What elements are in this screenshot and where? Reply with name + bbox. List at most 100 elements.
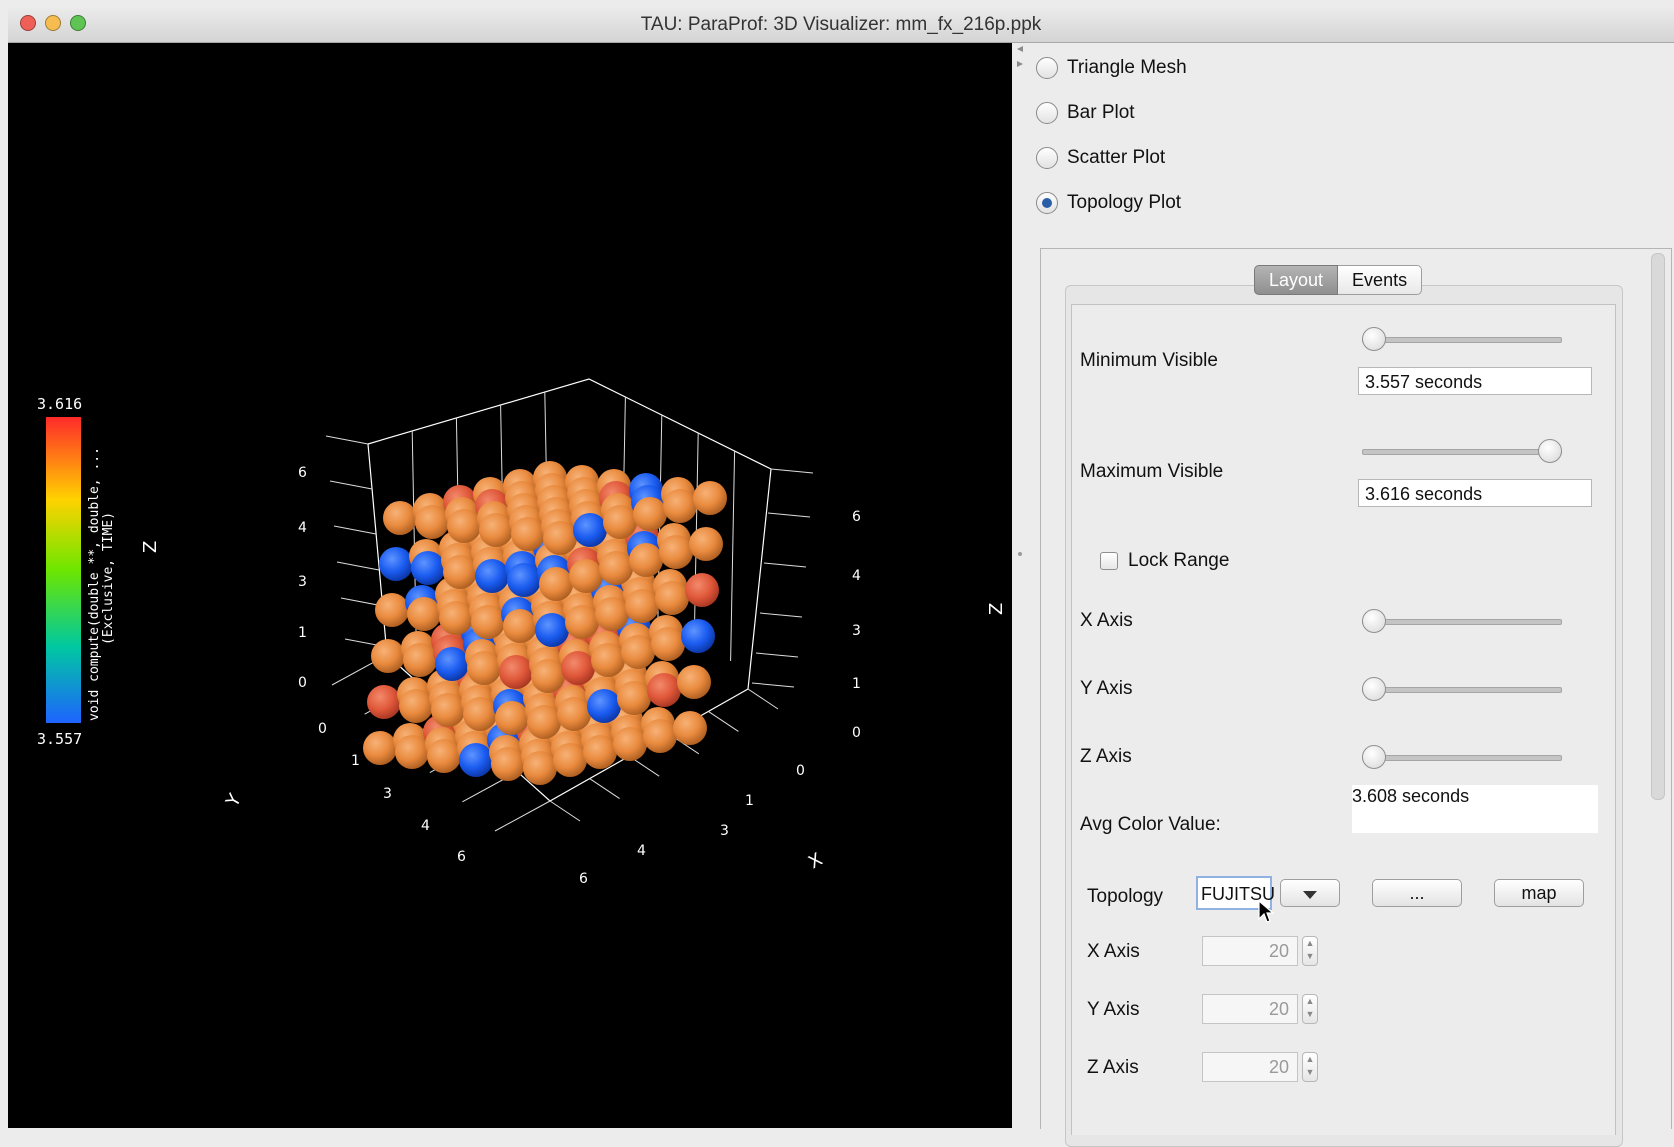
node-sphere[interactable] bbox=[663, 489, 697, 523]
node-sphere[interactable] bbox=[659, 535, 693, 569]
radio-triangle-mesh[interactable]: Triangle Mesh bbox=[1036, 53, 1187, 83]
min-visible-field[interactable]: 3.557 seconds bbox=[1358, 367, 1592, 395]
node-sphere[interactable] bbox=[557, 697, 591, 731]
node-sphere[interactable] bbox=[447, 509, 481, 543]
node-sphere[interactable] bbox=[523, 751, 557, 785]
node-sphere[interactable] bbox=[595, 597, 629, 631]
radio-bar-plot[interactable]: Bar Plot bbox=[1036, 98, 1135, 128]
node-sphere[interactable] bbox=[651, 627, 685, 661]
node-sphere[interactable] bbox=[459, 743, 493, 777]
node-sphere[interactable] bbox=[677, 665, 711, 699]
slider-knob[interactable] bbox=[1362, 609, 1386, 633]
node-sphere[interactable] bbox=[367, 685, 401, 719]
node-sphere[interactable] bbox=[363, 731, 397, 765]
radio-topology-plot[interactable]: Topology Plot bbox=[1036, 188, 1181, 218]
radio-button[interactable] bbox=[1036, 147, 1058, 169]
min-visible-slider[interactable] bbox=[1362, 327, 1562, 351]
node-sphere[interactable] bbox=[379, 547, 413, 581]
node-sphere[interactable] bbox=[673, 711, 707, 745]
x-axis-slider[interactable] bbox=[1362, 609, 1562, 633]
node-sphere[interactable] bbox=[629, 543, 663, 577]
node-sphere[interactable] bbox=[527, 705, 561, 739]
node-sphere[interactable] bbox=[621, 635, 655, 669]
vertical-scrollbar[interactable] bbox=[1651, 253, 1665, 800]
node-sphere[interactable] bbox=[613, 727, 647, 761]
max-visible-field[interactable]: 3.616 seconds bbox=[1358, 479, 1592, 507]
node-sphere[interactable] bbox=[539, 567, 573, 601]
y-dim-stepper[interactable]: ▲ ▼ bbox=[1302, 994, 1318, 1024]
node-sphere[interactable] bbox=[617, 681, 651, 715]
zoom-button[interactable] bbox=[70, 15, 86, 31]
node-sphere[interactable] bbox=[467, 651, 501, 685]
z-axis-slider[interactable] bbox=[1362, 745, 1562, 769]
x-dim-spinner[interactable]: 20 bbox=[1202, 936, 1298, 966]
node-sphere[interactable] bbox=[495, 701, 529, 735]
node-sphere[interactable] bbox=[681, 619, 715, 653]
node-sphere[interactable] bbox=[499, 655, 533, 689]
node-sphere[interactable] bbox=[407, 597, 441, 631]
topology-browse-button[interactable]: ... bbox=[1372, 879, 1462, 907]
node-sphere[interactable] bbox=[511, 517, 545, 551]
node-sphere[interactable] bbox=[439, 601, 473, 635]
node-sphere[interactable] bbox=[553, 743, 587, 777]
node-sphere[interactable] bbox=[479, 513, 513, 547]
node-sphere[interactable] bbox=[625, 589, 659, 623]
node-sphere[interactable] bbox=[463, 697, 497, 731]
slider-knob[interactable] bbox=[1362, 677, 1386, 701]
node-sphere[interactable] bbox=[643, 719, 677, 753]
node-sphere[interactable] bbox=[531, 659, 565, 693]
max-visible-slider[interactable] bbox=[1362, 439, 1562, 463]
node-sphere[interactable] bbox=[471, 605, 505, 639]
node-sphere[interactable] bbox=[375, 593, 409, 627]
node-sphere[interactable] bbox=[655, 581, 689, 615]
slider-knob[interactable] bbox=[1362, 327, 1386, 351]
node-sphere[interactable] bbox=[685, 573, 719, 607]
node-sphere[interactable] bbox=[689, 527, 723, 561]
z-dim-spinner[interactable]: 20 bbox=[1202, 1052, 1298, 1082]
z-dim-stepper[interactable]: ▲ ▼ bbox=[1302, 1052, 1318, 1082]
tab-layout[interactable]: Layout bbox=[1254, 265, 1339, 295]
3d-canvas[interactable]: 3.616 3.557 void compute(double **, doub… bbox=[8, 43, 1012, 1128]
topology-nodes[interactable] bbox=[363, 461, 727, 785]
node-sphere[interactable] bbox=[371, 639, 405, 673]
radio-button[interactable] bbox=[1036, 57, 1058, 79]
node-sphere[interactable] bbox=[491, 747, 525, 781]
node-sphere[interactable] bbox=[395, 735, 429, 769]
node-sphere[interactable] bbox=[573, 513, 607, 547]
node-sphere[interactable] bbox=[475, 559, 509, 593]
node-sphere[interactable] bbox=[535, 613, 569, 647]
minimize-button[interactable] bbox=[45, 15, 61, 31]
topology-map-button[interactable]: map bbox=[1494, 879, 1584, 907]
node-sphere[interactable] bbox=[561, 651, 595, 685]
node-sphere[interactable] bbox=[565, 605, 599, 639]
topology-dropdown-button[interactable] bbox=[1280, 879, 1340, 907]
y-axis-slider[interactable] bbox=[1362, 677, 1562, 701]
node-sphere[interactable] bbox=[507, 563, 541, 597]
node-sphere[interactable] bbox=[503, 609, 537, 643]
node-sphere[interactable] bbox=[415, 505, 449, 539]
node-sphere[interactable] bbox=[399, 689, 433, 723]
node-sphere[interactable] bbox=[693, 481, 727, 515]
slider-knob[interactable] bbox=[1538, 439, 1562, 463]
node-sphere[interactable] bbox=[435, 647, 469, 681]
radio-scatter-plot[interactable]: Scatter Plot bbox=[1036, 143, 1165, 173]
node-sphere[interactable] bbox=[633, 497, 667, 531]
split-pane-divider[interactable] bbox=[1014, 43, 1026, 1128]
node-sphere[interactable] bbox=[647, 673, 681, 707]
node-sphere[interactable] bbox=[411, 551, 445, 585]
settings-scroll-pane[interactable]: Layout Events Minimum Visible 3.557 seco… bbox=[1040, 248, 1672, 1147]
x-dim-stepper[interactable]: ▲ ▼ bbox=[1302, 936, 1318, 966]
node-sphere[interactable] bbox=[427, 739, 461, 773]
node-sphere[interactable] bbox=[431, 693, 465, 727]
radio-button[interactable] bbox=[1036, 102, 1058, 124]
tab-events[interactable]: Events bbox=[1338, 265, 1423, 295]
radio-button[interactable] bbox=[1036, 192, 1058, 214]
y-dim-spinner[interactable]: 20 bbox=[1202, 994, 1298, 1024]
node-sphere[interactable] bbox=[599, 551, 633, 585]
node-sphere[interactable] bbox=[403, 643, 437, 677]
node-sphere[interactable] bbox=[603, 505, 637, 539]
lock-range-checkbox[interactable] bbox=[1100, 552, 1118, 570]
node-sphere[interactable] bbox=[543, 521, 577, 555]
close-button[interactable] bbox=[20, 15, 36, 31]
topology-combo-field[interactable]: FUJITSU bbox=[1196, 876, 1275, 910]
